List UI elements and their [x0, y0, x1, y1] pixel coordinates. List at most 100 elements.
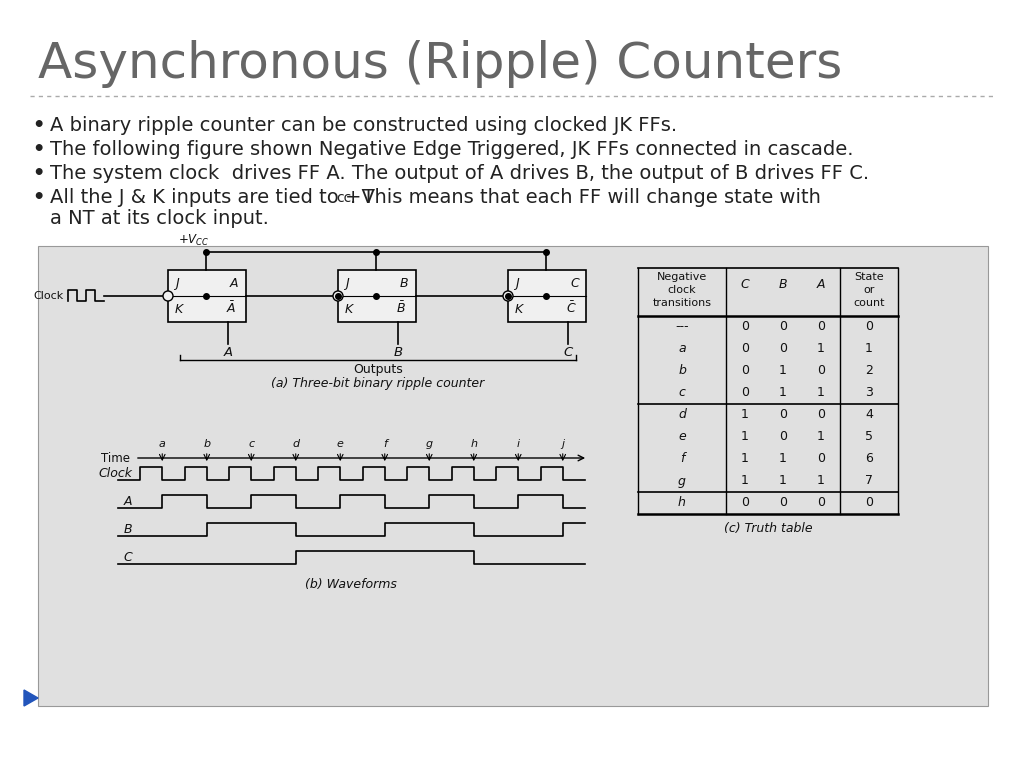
- Text: A binary ripple counter can be constructed using clocked JK FFs.: A binary ripple counter can be construct…: [50, 116, 677, 135]
- Text: $+V_{CC}$: $+V_{CC}$: [178, 233, 209, 248]
- Text: 0: 0: [817, 496, 825, 509]
- Text: 5: 5: [865, 431, 873, 443]
- Text: Time: Time: [101, 452, 130, 465]
- Text: 1: 1: [817, 386, 825, 399]
- Text: b: b: [203, 439, 210, 449]
- Text: 0: 0: [779, 343, 787, 356]
- Text: A: A: [230, 277, 239, 290]
- Text: 0: 0: [741, 320, 749, 333]
- Text: All the J & K inputs are tied to +V: All the J & K inputs are tied to +V: [50, 188, 375, 207]
- Text: 1: 1: [741, 475, 749, 488]
- Text: B: B: [123, 523, 132, 536]
- Text: The system clock  drives FF A. The output of A drives B, the output of B drives : The system clock drives FF A. The output…: [50, 164, 869, 183]
- Text: K: K: [515, 303, 523, 316]
- Text: C: C: [123, 551, 132, 564]
- Text: J: J: [345, 277, 349, 290]
- Text: h: h: [470, 439, 477, 449]
- Text: $\bar{A}$: $\bar{A}$: [226, 300, 237, 316]
- Text: J: J: [175, 277, 179, 290]
- Text: c: c: [248, 439, 254, 449]
- Text: •: •: [32, 116, 44, 135]
- Text: f: f: [680, 452, 684, 465]
- Text: 1: 1: [779, 386, 786, 399]
- Bar: [508, 270, 586, 322]
- Text: 1: 1: [779, 365, 786, 378]
- Text: 0: 0: [779, 496, 787, 509]
- Text: . This means that each FF will change state with: . This means that each FF will change st…: [350, 188, 821, 207]
- Text: 0: 0: [865, 496, 873, 509]
- Text: Outputs: Outputs: [353, 363, 402, 376]
- Text: 0: 0: [741, 365, 749, 378]
- Text: 1: 1: [741, 409, 749, 422]
- Text: Clock: Clock: [34, 291, 63, 301]
- Text: 1: 1: [817, 431, 825, 443]
- Text: 0: 0: [741, 496, 749, 509]
- Text: 0: 0: [779, 409, 787, 422]
- Text: c: c: [679, 386, 685, 399]
- Text: a NT at its clock input.: a NT at its clock input.: [50, 209, 269, 228]
- Text: 0: 0: [817, 365, 825, 378]
- Text: •: •: [32, 140, 44, 159]
- Bar: [338, 270, 416, 322]
- Text: 0: 0: [741, 386, 749, 399]
- Text: cc: cc: [336, 191, 351, 205]
- Text: K: K: [345, 303, 353, 316]
- Text: ---: ---: [675, 320, 689, 333]
- Text: 0: 0: [865, 320, 873, 333]
- Text: B: B: [393, 346, 402, 359]
- Text: $\bar{B}$: $\bar{B}$: [396, 300, 406, 316]
- Text: g: g: [678, 475, 686, 488]
- Text: 0: 0: [779, 431, 787, 443]
- Text: 4: 4: [865, 409, 872, 422]
- Text: A: A: [223, 346, 232, 359]
- Text: K: K: [175, 303, 183, 316]
- Text: b: b: [678, 365, 686, 378]
- Text: 0: 0: [741, 343, 749, 356]
- Text: g: g: [426, 439, 433, 449]
- Text: $\bar{C}$: $\bar{C}$: [566, 300, 577, 316]
- Text: e: e: [337, 439, 344, 449]
- Polygon shape: [24, 690, 38, 706]
- Text: 1: 1: [741, 452, 749, 465]
- Text: C: C: [740, 278, 750, 291]
- Circle shape: [503, 291, 513, 301]
- Text: The following figure shown Negative Edge Triggered, JK FFs connected in cascade.: The following figure shown Negative Edge…: [50, 140, 853, 159]
- Text: 7: 7: [865, 475, 873, 488]
- Text: e: e: [678, 431, 686, 443]
- Text: f: f: [383, 439, 387, 449]
- Text: Asynchronous (Ripple) Counters: Asynchronous (Ripple) Counters: [38, 40, 843, 88]
- Text: B: B: [778, 278, 787, 291]
- Text: 0: 0: [817, 320, 825, 333]
- Circle shape: [163, 291, 173, 301]
- Text: A: A: [124, 495, 132, 508]
- Text: a: a: [678, 343, 686, 356]
- Text: 6: 6: [865, 452, 872, 465]
- Text: •: •: [32, 188, 44, 207]
- Text: d: d: [678, 409, 686, 422]
- Text: h: h: [678, 496, 686, 509]
- Text: 0: 0: [779, 320, 787, 333]
- Text: C: C: [563, 346, 572, 359]
- Text: •: •: [32, 164, 44, 183]
- Text: (c) Truth table: (c) Truth table: [724, 522, 812, 535]
- Bar: [168, 270, 246, 322]
- Text: 3: 3: [865, 386, 872, 399]
- Text: (b) Waveforms: (b) Waveforms: [305, 578, 397, 591]
- Text: 0: 0: [817, 409, 825, 422]
- Text: State
or
count: State or count: [853, 272, 885, 309]
- Text: i: i: [517, 439, 520, 449]
- Text: (a) Three-bit binary ripple counter: (a) Three-bit binary ripple counter: [271, 377, 484, 390]
- Text: 1: 1: [741, 431, 749, 443]
- Text: A: A: [817, 278, 825, 291]
- Text: 2: 2: [865, 365, 872, 378]
- Text: 1: 1: [817, 475, 825, 488]
- Text: J: J: [515, 277, 519, 290]
- Text: 1: 1: [865, 343, 872, 356]
- Text: 0: 0: [817, 452, 825, 465]
- Text: j: j: [561, 439, 564, 449]
- Circle shape: [333, 291, 343, 301]
- Text: Negative
clock
transitions: Negative clock transitions: [652, 272, 712, 309]
- Text: B: B: [400, 277, 409, 290]
- Text: 1: 1: [779, 475, 786, 488]
- Text: a: a: [159, 439, 166, 449]
